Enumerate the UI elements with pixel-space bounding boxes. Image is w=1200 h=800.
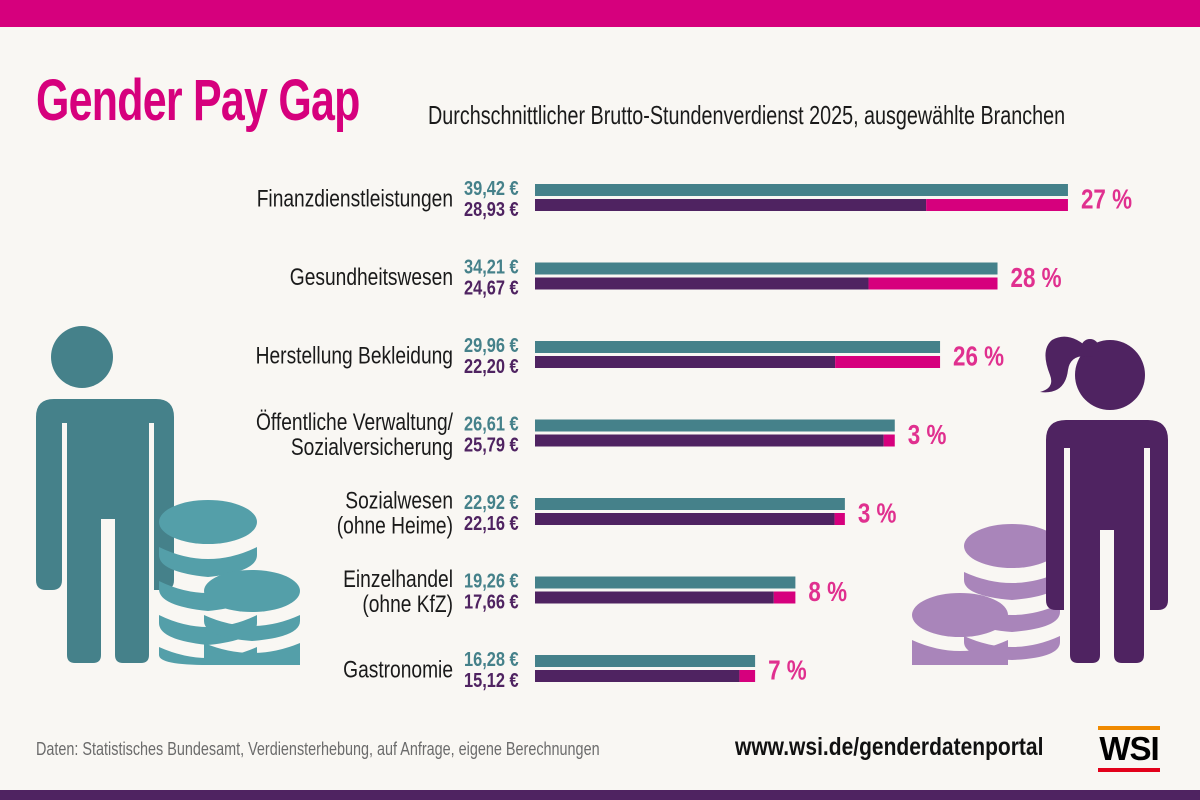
- chart-subtitle: Durchschnittlicher Brutto-Stundenverdien…: [428, 100, 1066, 130]
- man-with-coins-icon: [36, 326, 300, 665]
- category-label: Finanzdienstleistungen: [257, 184, 453, 212]
- logo-text: WSI: [1099, 730, 1159, 767]
- gap-bar-segment: [883, 434, 895, 447]
- data-source-note: Daten: Statistisches Bundesamt, Verdiens…: [36, 739, 600, 759]
- wsi-logo: WSI: [1098, 726, 1160, 772]
- men-value-label: 34,21 €: [464, 255, 519, 278]
- gap-bar-segment: [834, 513, 845, 525]
- gap-percent-label: 3 %: [908, 420, 947, 451]
- men-bar: [535, 184, 1068, 196]
- men-value-label: 22,92 €: [464, 490, 519, 513]
- category-label: Gesundheitswesen: [290, 263, 453, 291]
- gap-percent-label: 27 %: [1081, 184, 1132, 215]
- women-value-label: 24,67 €: [464, 276, 519, 299]
- category-label: Herstellung Bekleidung: [256, 341, 453, 369]
- women-value-label: 28,93 €: [464, 197, 519, 220]
- category-label: (ohne Heime): [337, 511, 453, 539]
- men-bar: [535, 419, 895, 432]
- coin-stack-icon: [912, 524, 1060, 665]
- category-label: (ohne KfZ): [362, 590, 453, 618]
- women-value-label: 15,12 €: [464, 668, 519, 691]
- men-bar: [535, 655, 756, 667]
- gap-percent-label: 28 %: [1011, 263, 1062, 294]
- women-bar: [535, 591, 774, 604]
- category-label: Öffentliche Verwaltung/: [256, 408, 454, 436]
- woman-figure-icon: [1040, 336, 1168, 663]
- men-bar: [535, 576, 796, 589]
- women-bar: [535, 199, 927, 211]
- men-value-label: 16,28 €: [464, 647, 519, 670]
- coin-stack-icon: [159, 500, 300, 665]
- page-title: Gender Pay Gap: [36, 68, 360, 133]
- women-value-label: 22,20 €: [464, 354, 519, 377]
- women-bar: [535, 356, 836, 368]
- men-bar: [535, 498, 845, 510]
- men-bar: [535, 341, 941, 353]
- gap-percent-label: 8 %: [808, 577, 847, 608]
- gap-percent-label: 26 %: [953, 341, 1004, 372]
- women-value-label: 17,66 €: [464, 590, 519, 613]
- category-label: Gastronomie: [343, 655, 453, 683]
- gap-percent-label: 3 %: [858, 498, 897, 529]
- category-label: Einzelhandel: [343, 565, 453, 593]
- gap-bar-segment: [739, 670, 756, 682]
- category-label: Sozialwesen: [345, 486, 453, 514]
- gap-bar-segment: [773, 591, 796, 604]
- men-value-label: 26,61 €: [464, 412, 519, 435]
- women-bar: [535, 434, 884, 447]
- bottom-brand-bar: [0, 790, 1200, 800]
- gap-bar-segment: [835, 356, 941, 368]
- men-value-label: 19,26 €: [464, 569, 519, 592]
- gap-bar-segment: [926, 199, 1068, 211]
- gap-bar-segment: [868, 277, 998, 290]
- women-bar: [535, 513, 835, 525]
- logo-stripe-top: [1098, 726, 1160, 730]
- men-bar: [535, 262, 998, 275]
- men-value-label: 39,42 €: [464, 176, 519, 199]
- women-value-label: 25,79 €: [464, 433, 519, 456]
- top-brand-bar: [0, 0, 1200, 27]
- category-label: Sozialversicherung: [291, 433, 453, 461]
- gap-percent-label: 7 %: [768, 655, 807, 686]
- women-bar: [535, 670, 740, 682]
- men-value-label: 29,96 €: [464, 333, 519, 356]
- portal-url-link[interactable]: www.wsi.de/genderdatenportal: [735, 733, 1044, 761]
- man-figure-icon: [36, 326, 174, 663]
- woman-with-coins-icon: [912, 336, 1168, 665]
- women-value-label: 22,16 €: [464, 511, 519, 534]
- women-bar: [535, 277, 869, 290]
- logo-stripe-bottom: [1098, 768, 1160, 772]
